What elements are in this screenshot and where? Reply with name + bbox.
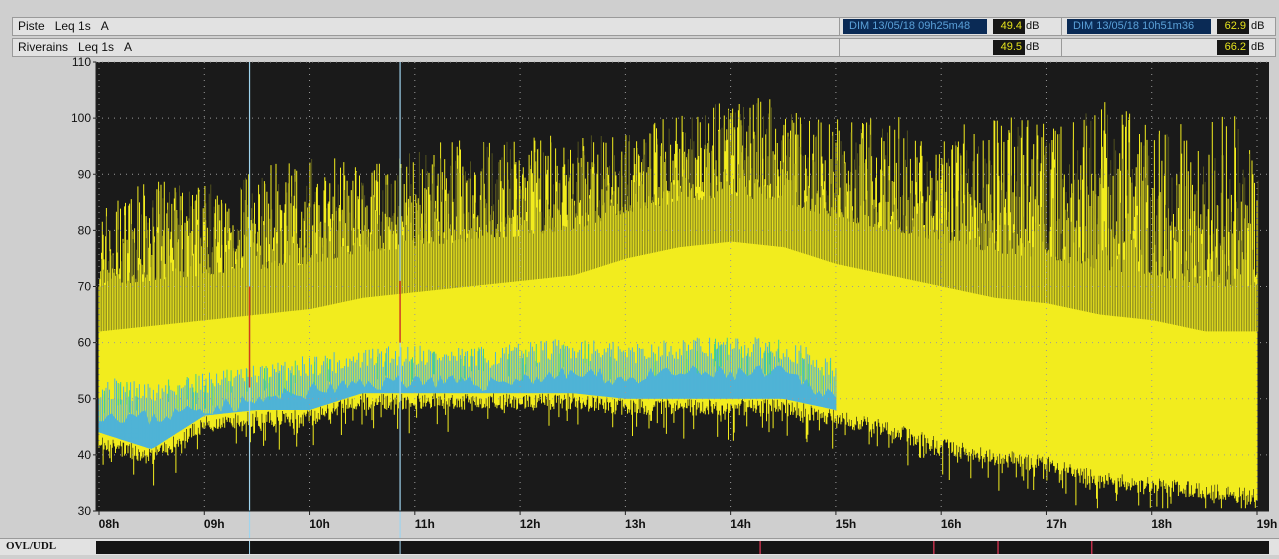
cursor2-piste-unit: dB (1251, 20, 1265, 32)
cursor2-datetime[interactable]: DIM 13/05/18 10h51m36 (1067, 19, 1211, 34)
y-tick-label: 30 (78, 504, 92, 518)
x-tick-label: 14h (730, 517, 751, 531)
ovl-udl-label: OVL/UDL (6, 540, 57, 552)
y-tick-label: 60 (78, 336, 92, 350)
y-tick-label: 50 (78, 392, 92, 406)
cursor1-riverains-value: 49.5 (993, 40, 1025, 55)
ovl-udl-marks (249, 541, 1093, 554)
x-tick-label: 16h (941, 517, 962, 531)
cursor1-datetime[interactable]: DIM 13/05/18 09h25m48 (843, 19, 987, 34)
riverains-name: Riverains (18, 40, 69, 54)
x-tick-label: 18h (1151, 517, 1172, 531)
riverains-label: Riverains Leq 1s A (18, 40, 142, 54)
x-tick-label: 12h (520, 517, 541, 531)
cursor1-piste-value: 49.4 (993, 19, 1025, 34)
header-row-riverains: Riverains Leq 1s A 49.5 dB 66.2 dB (12, 38, 1276, 57)
ovl-udl-bar (96, 541, 1269, 554)
cursor1-piste-unit: dB (1026, 20, 1040, 32)
piste-name: Piste (18, 19, 45, 33)
piste-metric: Leq 1s (54, 19, 91, 33)
y-tick-label: 70 (78, 280, 92, 294)
riverains-metric: Leq 1s (78, 40, 115, 54)
x-tick-label: 19h (1257, 517, 1278, 531)
ovl-udl-row: OVL/UDL (0, 538, 1279, 555)
header-divider (839, 39, 840, 56)
piste-label: Piste Leq 1s A (18, 19, 119, 33)
piste-weighting: A (100, 19, 109, 33)
y-tick-label: 90 (78, 167, 92, 181)
cursor2-riverains-value: 66.2 (1217, 40, 1249, 55)
header-row-piste: Piste Leq 1s A DIM 13/05/18 09h25m48 49.4 … (12, 17, 1276, 36)
header-divider (1061, 18, 1062, 35)
header-divider (1061, 39, 1062, 56)
piste-spike-shadow (99, 103, 1259, 332)
x-tick-label: 10h (309, 517, 330, 531)
riverains-weighting: A (124, 40, 133, 54)
y-tick-label: 110 (72, 57, 91, 69)
y-tick-label: 80 (78, 223, 92, 237)
x-tick-label: 17h (1046, 517, 1067, 531)
riverains-series-line (98, 337, 837, 450)
cursor2-riverains-unit: dB (1251, 41, 1265, 53)
cursor1-riverains-unit: dB (1026, 41, 1040, 53)
x-tick-label: 11h (415, 517, 435, 531)
x-tick-label: 09h (204, 517, 225, 531)
riverains-accent-marks (103, 337, 831, 414)
y-tick-label: 40 (78, 448, 92, 462)
cursor2-piste-value: 62.9 (1217, 19, 1249, 34)
header-divider (839, 18, 840, 35)
y-tick-label: 100 (71, 111, 91, 125)
noise-level-chart[interactable]: 30 40 50 60 70 80 90 100 110 08h 09h 10h 11h 12h 13h 14… (0, 57, 1279, 538)
x-tick-label: 15h (836, 517, 857, 531)
x-tick-label: 08h (99, 517, 120, 531)
x-tick-label: 13h (625, 517, 646, 531)
